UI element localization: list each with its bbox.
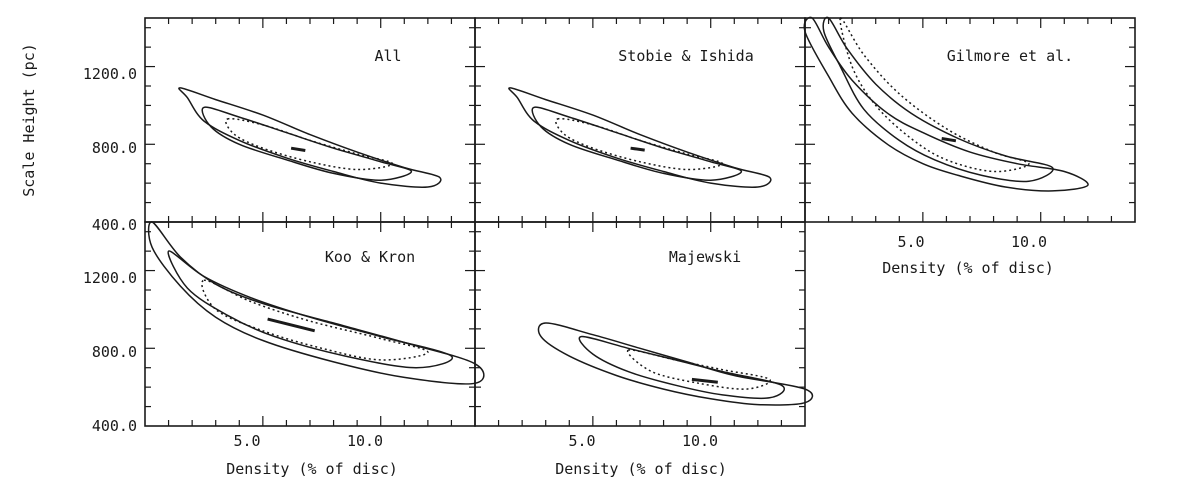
contour-lines <box>178 87 442 188</box>
tick-marks <box>475 222 805 426</box>
panel-title: Majewski <box>669 248 741 266</box>
contour-solid-3 <box>941 137 957 143</box>
x-axis-label: Density (% of disc) <box>555 460 727 478</box>
tick-marks <box>805 18 1135 222</box>
contour-solid-0 <box>803 16 1089 192</box>
panel-title: Koo & Kron <box>325 248 415 266</box>
contour-solid-1 <box>822 16 1054 183</box>
y-tick-label: 800.0 <box>92 139 137 157</box>
panel-koo-kron: Koo & Kron <box>144 221 485 427</box>
contour-dotted-2 <box>555 117 724 171</box>
contour-solid-0 <box>537 322 814 406</box>
panel-title: All <box>374 47 401 65</box>
contour-lines <box>537 322 814 406</box>
contour-solid-1 <box>578 335 786 400</box>
x-tick-label: 5.0 <box>568 432 595 450</box>
panel-gilmore: Gilmore et al. <box>803 16 1136 223</box>
contour-solid-1 <box>167 250 454 369</box>
contour-dotted-2 <box>626 349 771 390</box>
panel-frame <box>144 221 476 427</box>
contour-dotted-2 <box>225 117 394 171</box>
x-axis-label: Density (% of disc) <box>226 460 398 478</box>
panel-stobie-ishida: Stobie & Ishida <box>474 17 806 223</box>
y-tick-label: 1200.0 <box>83 269 137 287</box>
y-tick-label: 800.0 <box>92 343 137 361</box>
x-tick-label: 10.0 <box>1011 233 1047 251</box>
contour-solid-0 <box>508 87 772 188</box>
contour-solid-0 <box>178 87 442 188</box>
contour-solid-3 <box>290 146 306 152</box>
tick-marks <box>145 222 475 426</box>
panel-frame <box>144 17 476 223</box>
x-tick-label: 10.0 <box>347 432 383 450</box>
contour-lines <box>803 16 1089 192</box>
panel-frame <box>474 221 806 427</box>
contour-dotted-2 <box>201 279 429 361</box>
contour-lines <box>508 87 772 188</box>
panel-title: Gilmore et al. <box>947 47 1073 65</box>
x-tick-label: 5.0 <box>897 233 924 251</box>
contour-dotted-2 <box>839 17 1030 173</box>
x-tick-label: 10.0 <box>682 432 718 450</box>
contour-solid-3 <box>267 317 316 333</box>
y-tick-label: 1200.0 <box>83 65 137 83</box>
panel-majewski: Majewski <box>474 221 814 427</box>
y-tick-label: 400.0 <box>92 216 137 234</box>
panel-title: Stobie & Ishida <box>618 47 753 65</box>
contour-solid-0 <box>147 221 485 385</box>
contour-solid-3 <box>691 377 718 384</box>
contour-lines <box>147 221 485 385</box>
x-axis-label: Density (% of disc) <box>882 259 1054 277</box>
tick-marks <box>475 18 805 222</box>
contour-solid-3 <box>630 146 645 152</box>
x-tick-label: 5.0 <box>233 432 260 450</box>
y-tick-label: 400.0 <box>92 417 137 435</box>
panel-all: All <box>144 17 476 223</box>
y-axis-label: Scale Height (pc) <box>20 43 38 197</box>
tick-marks <box>145 18 475 222</box>
